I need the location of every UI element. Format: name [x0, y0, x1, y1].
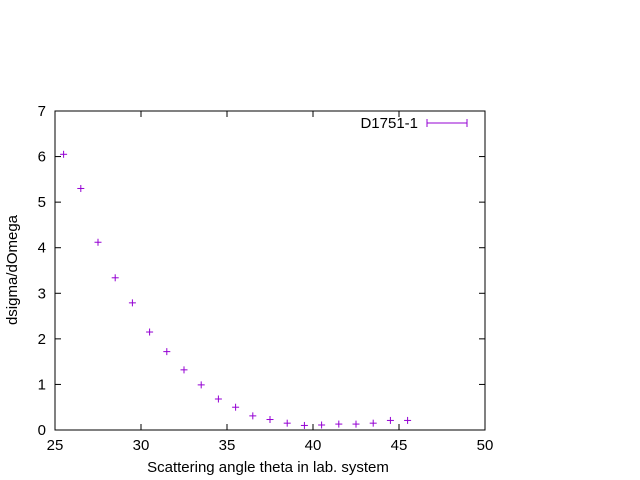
data-point — [404, 416, 412, 424]
x-tick-label: 30 — [133, 437, 150, 454]
x-tick-label: 25 — [47, 437, 64, 454]
x-axis: 25 30 35 40 45 50 — [47, 111, 494, 454]
data-point — [249, 412, 257, 420]
y-tick-label: 2 — [38, 331, 46, 348]
y-tick-label: 5 — [38, 194, 46, 211]
data-point — [60, 150, 68, 158]
data-point — [232, 403, 240, 411]
x-axis-label: Scattering angle theta in lab. system — [147, 459, 389, 476]
data-point — [283, 419, 291, 427]
y-tick-label: 4 — [38, 240, 46, 257]
y-axis-label: dsigma/dOmega — [4, 214, 21, 325]
legend: D1751-1 — [360, 115, 468, 132]
data-point — [352, 420, 360, 428]
data-point — [335, 420, 343, 428]
y-tick-label: 3 — [38, 285, 46, 302]
y-tick-label: 7 — [38, 103, 46, 120]
data-point — [266, 416, 274, 424]
data-point — [163, 348, 171, 356]
x-tick-label: 40 — [305, 437, 322, 454]
y-tick-label: 1 — [38, 376, 46, 393]
y-tick-label: 0 — [38, 422, 46, 439]
data-point — [94, 238, 102, 246]
data-point — [318, 421, 326, 429]
data-point — [77, 184, 85, 192]
data-series — [60, 150, 412, 429]
data-point — [386, 416, 394, 424]
x-tick-label: 35 — [219, 437, 236, 454]
data-point — [300, 421, 308, 429]
data-point — [146, 328, 154, 336]
x-tick-label: 50 — [477, 437, 494, 454]
data-point — [180, 366, 188, 374]
legend-label: D1751-1 — [360, 115, 418, 132]
plot-frame — [54, 110, 486, 431]
data-point — [214, 395, 222, 403]
data-point — [111, 274, 119, 282]
data-point — [369, 419, 377, 427]
data-point — [128, 299, 136, 307]
x-tick-label: 45 — [391, 437, 408, 454]
y-axis: 0 1 2 3 4 5 6 7 — [38, 103, 485, 439]
y-tick-label: 6 — [38, 149, 46, 166]
data-point — [197, 381, 205, 389]
